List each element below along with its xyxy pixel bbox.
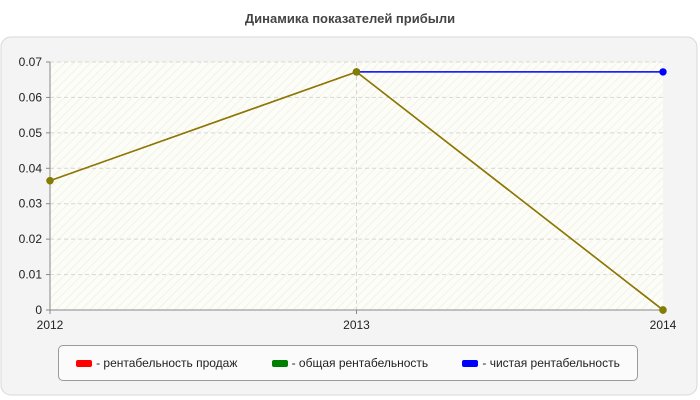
y-tick-label: 0.04 <box>19 161 43 175</box>
data-point <box>659 68 667 76</box>
y-tick-label: 0.01 <box>19 268 43 282</box>
y-tick-labels: 0 0.01 0.02 0.03 0.04 0.05 0.06 0.07 <box>19 55 43 317</box>
legend-label: - рентабельность продаж <box>96 356 238 370</box>
y-tick-label: 0.06 <box>19 90 43 104</box>
legend-label: - общая рентабельность <box>291 356 429 370</box>
legend-swatch <box>76 359 93 367</box>
y-tick-label: 0.03 <box>19 197 43 211</box>
y-tick-label: 0.05 <box>19 126 43 140</box>
series <box>46 68 667 314</box>
grid <box>50 61 663 310</box>
x-tick-label: 2012 <box>37 318 64 332</box>
legend: - рентабельность продаж - общая рентабел… <box>58 345 638 381</box>
data-point <box>46 176 54 185</box>
legend-item-net-profitability[interactable]: - чистая рентабельность <box>462 356 620 370</box>
chart-title: Динамика показателей прибыли <box>244 11 456 26</box>
data-point <box>659 306 667 314</box>
y-tick-label: 0.02 <box>19 232 43 246</box>
legend-item-total-profitability[interactable]: - общая рентабельность <box>271 356 429 370</box>
legend-swatch <box>462 359 479 367</box>
axes <box>46 61 664 314</box>
legend-swatch <box>271 359 288 367</box>
legend-item-sales-profitability[interactable]: - рентабельность продаж <box>76 356 237 370</box>
data-point <box>352 68 361 76</box>
x-tick-label: 2014 <box>650 318 677 332</box>
y-tick-label: 0.07 <box>19 55 43 69</box>
legend-label: - чистая рентабельность <box>482 356 620 370</box>
x-tick-label: 2013 <box>343 318 370 332</box>
series-1 <box>46 68 667 314</box>
y-tick-label: 0 <box>35 303 42 317</box>
x-tick-labels: 2012 2013 2014 <box>37 318 677 332</box>
